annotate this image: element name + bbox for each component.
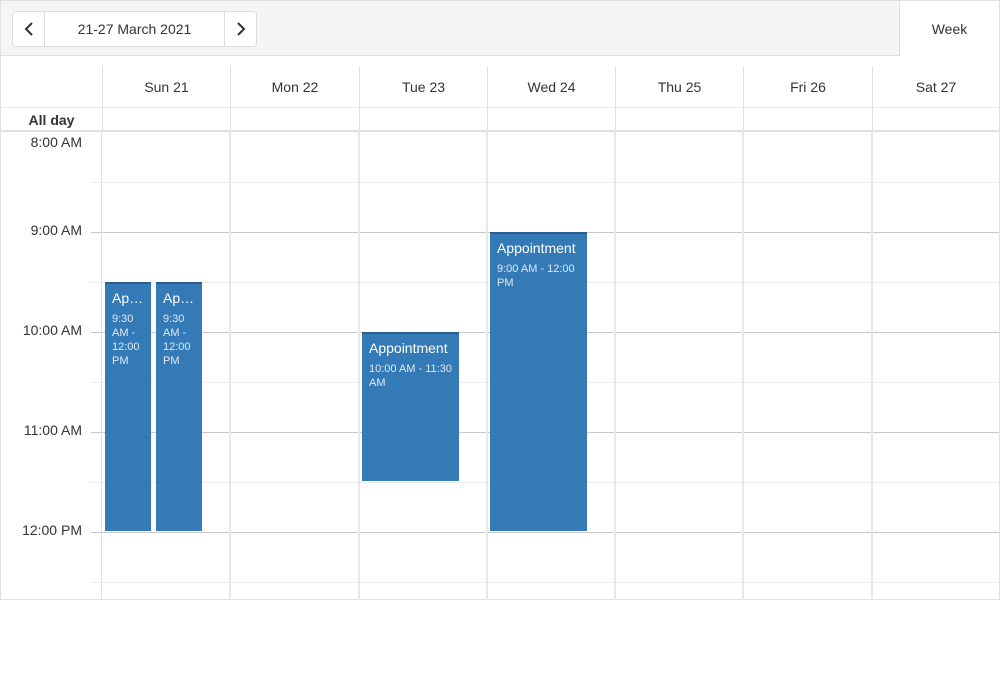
time-label: 9:00 AM bbox=[30, 222, 82, 238]
chevron-left-icon bbox=[24, 22, 33, 36]
time-label: 12:00 PM bbox=[22, 522, 82, 538]
column-divider bbox=[358, 131, 360, 600]
appointment-time: 9:30 AM - 12:00 PM bbox=[163, 313, 191, 367]
appointment-time: 9:00 AM - 12:00 PM bbox=[497, 263, 575, 289]
column-divider bbox=[871, 131, 873, 600]
all-day-label: All day bbox=[28, 111, 75, 128]
all-day-divider bbox=[1, 130, 999, 132]
time-label: 10:00 AM bbox=[22, 322, 82, 338]
date-navigator: 21-27 March 2021 bbox=[12, 11, 257, 47]
grid-line-half bbox=[91, 582, 999, 583]
day-header-tue: Tue 23 bbox=[359, 66, 487, 107]
day-header-sun: Sun 21 bbox=[102, 66, 230, 107]
appointment[interactable]: Appointment 9:30 AM - 12:00 PM bbox=[105, 282, 151, 531]
column-divider bbox=[486, 131, 488, 600]
all-day-cell[interactable] bbox=[359, 108, 487, 131]
appointment[interactable]: Appointment 10:00 AM - 11:30 AM bbox=[362, 332, 459, 481]
day-header-wed: Wed 24 bbox=[487, 66, 615, 107]
appointment[interactable]: Appointment 9:00 AM - 12:00 PM bbox=[490, 232, 587, 531]
appointment-title: Appointment bbox=[497, 240, 576, 256]
appointment[interactable]: Appointment 9:30 AM - 12:00 PM bbox=[156, 282, 202, 531]
scheduler: 21-27 March 2021 Week Sun 21 Mon 22 Tue … bbox=[0, 0, 1000, 600]
time-label: 11:00 AM bbox=[23, 422, 82, 438]
all-day-cell[interactable] bbox=[872, 108, 999, 131]
appointment-title: Appointment bbox=[163, 290, 195, 306]
column-divider bbox=[614, 131, 616, 600]
chevron-right-icon bbox=[236, 22, 245, 36]
appointment-time: 9:30 AM - 12:00 PM bbox=[112, 313, 140, 367]
all-day-cell[interactable] bbox=[487, 108, 615, 131]
time-label: 8:00 AM bbox=[30, 134, 82, 150]
scheduler-toolbar: 21-27 March 2021 Week bbox=[1, 1, 999, 56]
next-button[interactable] bbox=[225, 12, 256, 46]
appointment-time: 10:00 AM - 11:30 AM bbox=[369, 363, 452, 389]
day-header-sat: Sat 27 bbox=[872, 66, 999, 107]
column-divider bbox=[742, 131, 744, 600]
grid-line-half bbox=[91, 182, 999, 183]
appointment-title: Appointment bbox=[369, 340, 448, 356]
appointment-title: Appointment bbox=[112, 290, 144, 306]
day-header-fri: Fri 26 bbox=[743, 66, 872, 107]
all-day-cell[interactable] bbox=[102, 108, 230, 131]
day-header-mon: Mon 22 bbox=[230, 66, 359, 107]
prev-button[interactable] bbox=[13, 12, 44, 46]
column-divider bbox=[229, 131, 231, 600]
all-day-cell[interactable] bbox=[743, 108, 872, 131]
all-day-cell[interactable] bbox=[615, 108, 743, 131]
header-divider bbox=[1, 107, 999, 108]
all-day-cell[interactable] bbox=[230, 108, 359, 131]
date-range-label[interactable]: 21-27 March 2021 bbox=[44, 12, 225, 46]
day-header-thu: Thu 25 bbox=[615, 66, 743, 107]
grid-line-hour bbox=[91, 532, 999, 533]
column-divider bbox=[101, 131, 102, 600]
view-week-tab[interactable]: Week bbox=[899, 1, 999, 56]
